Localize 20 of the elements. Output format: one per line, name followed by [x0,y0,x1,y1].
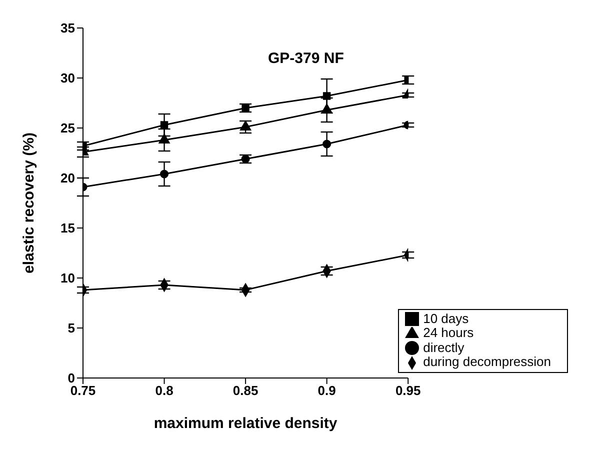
y-axis-title: elastic recovery (%) [20,132,38,274]
y-tick-label: 35 [60,20,75,36]
y-tick-label: 20 [60,170,75,186]
x-tick-label: 0.75 [70,383,96,398]
legend-label: 24 hours [423,325,474,340]
legend-label: 10 days [423,310,469,326]
y-tick-label: 30 [60,70,75,86]
x-tick-label: 0.9 [318,383,336,398]
y-tick-label: 15 [60,220,75,236]
x-tick-label: 0.95 [395,383,421,398]
x-axis-title: maximum relative density [154,415,338,432]
y-tick-label: 5 [68,320,75,336]
y-tick-label: 10 [60,270,75,286]
legend-label: directly [423,340,464,355]
text: GP-379 NF [268,50,344,67]
x-tick-label: 0.85 [232,383,258,398]
x-tick-label: 0.8 [155,383,174,398]
legend-label: during decompression [423,354,551,370]
y-tick-label: 25 [60,120,75,136]
y-tick-label: 0 [68,370,75,386]
